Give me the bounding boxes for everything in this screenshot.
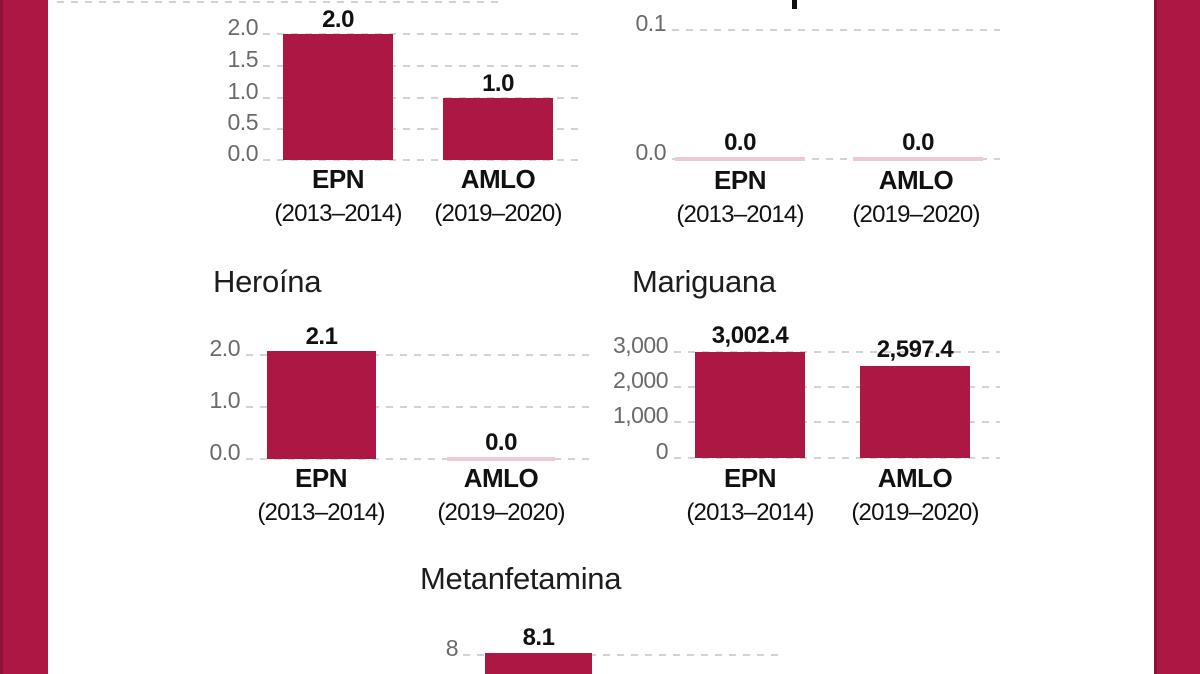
y-axis-tick-label: 1,000: [612, 402, 669, 428]
gridline: [463, 654, 780, 656]
cutoff-title-fragment: [792, 0, 797, 9]
gridline: [674, 421, 1000, 423]
y-axis-tick-label: 0.0: [227, 140, 259, 166]
gridline: [674, 351, 1000, 353]
y-axis-tick-label: 2.0: [227, 14, 259, 40]
right-page-border: [1156, 0, 1200, 674]
bar-epn: [695, 352, 805, 458]
y-axis-tick-label: 8: [445, 635, 459, 661]
category-label: AMLO: [463, 463, 539, 493]
category-years-label: (2019–2020): [434, 200, 562, 227]
y-axis-tick-label: 1.5: [227, 46, 259, 72]
y-axis-tick-label: 3,000: [612, 332, 669, 358]
category-years-label: (2013–2014): [676, 201, 804, 228]
gridline: [263, 97, 585, 99]
bar-value-label: 1.0: [482, 70, 514, 97]
y-axis-tick-label: 0.0: [635, 139, 667, 165]
bar-value-label: 0.0: [902, 129, 934, 156]
bar-value-label: 3,002.4: [711, 322, 789, 349]
bar-epn: [267, 351, 376, 459]
category-years-label: (2013–2014): [257, 499, 385, 526]
gridline: [674, 386, 1000, 388]
category-label: AMLO: [460, 164, 536, 194]
right-border-edge: [1154, 0, 1157, 674]
category-years-label: (2019–2020): [851, 499, 979, 526]
y-axis-tick-label: 2,000: [612, 367, 669, 393]
zero-bar: [853, 157, 983, 161]
gridline: [263, 65, 585, 67]
y-axis-tick-label: 0.5: [227, 109, 259, 135]
zero-bar: [675, 157, 805, 161]
left-page-border: [2, 0, 48, 674]
category-years-label: (2019–2020): [437, 499, 565, 526]
gridline: [672, 158, 1000, 160]
category-label: AMLO: [877, 463, 953, 493]
gridline: [246, 458, 593, 460]
chart-title-mariguana: Mariguana: [632, 264, 776, 299]
chart-title-metanfetamina: Metanfetamina: [420, 561, 622, 596]
bar-value-label: 2,597.4: [876, 336, 954, 363]
category-label: AMLO: [878, 165, 954, 195]
bar-value-label: 2.0: [322, 6, 354, 33]
y-axis-tick-label: 1.0: [209, 387, 241, 413]
bar-value-label: 8.1: [522, 624, 555, 651]
gridline: [674, 457, 1000, 459]
category-years-label: (2013–2014): [686, 499, 814, 526]
bar-epn: [283, 34, 393, 160]
y-axis-tick-label: 1.0: [227, 78, 259, 104]
bar-value-label: 2.1: [305, 323, 338, 350]
category-label: EPN: [714, 165, 766, 195]
category-years-label: (2013–2014): [274, 200, 402, 227]
gridline: [672, 29, 1000, 31]
y-axis-tick-label: 0.1: [635, 10, 667, 36]
category-years-label: (2019–2020): [852, 201, 980, 228]
zero-bar: [447, 457, 555, 461]
category-label: EPN: [724, 463, 776, 493]
gridline: [263, 33, 585, 35]
y-axis-tick-label: 0: [655, 438, 669, 464]
bar-value-label: 0.0: [485, 429, 517, 456]
y-axis-tick-label: 0.0: [209, 439, 241, 465]
gridline: [246, 406, 593, 408]
y-axis-tick-label: 2.0: [209, 335, 241, 361]
gridline: [263, 128, 585, 130]
category-label: EPN: [295, 463, 347, 493]
gridline: [246, 354, 593, 356]
gridline: [263, 159, 585, 161]
cutoff-gridline: [57, 1, 505, 3]
category-label: EPN: [312, 164, 364, 194]
left-border-edge: [0, 0, 3, 674]
bar-value-label: 0.0: [724, 129, 756, 156]
bar-amlo: [443, 98, 553, 160]
bar-amlo: [860, 366, 970, 458]
bar-epn: [485, 653, 592, 674]
chart-title-heroina: Heroína: [213, 264, 322, 299]
